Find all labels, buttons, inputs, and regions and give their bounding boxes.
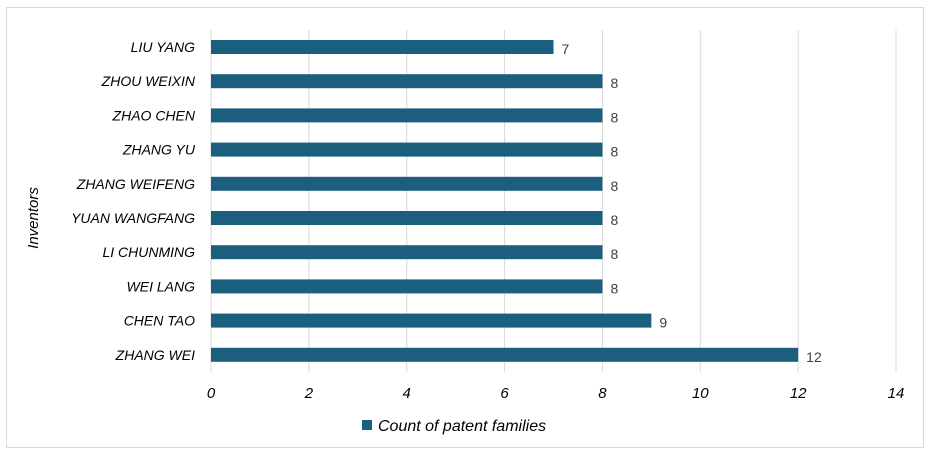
data-label: 8 [610, 144, 618, 160]
category-label: WEI LANG [127, 278, 196, 294]
bar-li-chunming [211, 245, 603, 260]
category-label: LI CHUNMING [102, 244, 195, 260]
category-label: ZHAO CHEN [112, 107, 196, 123]
x-tick-labels: 0 2 4 6 8 10 12 14 [207, 385, 905, 402]
bar-zhang-weifeng [211, 176, 603, 191]
legend: Count of patent families [362, 418, 546, 435]
data-label: 12 [806, 349, 822, 365]
x-tick-label-0: 0 [207, 385, 216, 402]
bar-zhou-weixin [211, 74, 603, 89]
data-label: 8 [610, 109, 618, 125]
bar-zhao-chen [211, 108, 603, 123]
data-label: 9 [659, 315, 667, 331]
y-axis-title: Inventors [25, 187, 42, 249]
category-label: LIU YANG [131, 39, 195, 55]
x-tick-label-8: 8 [598, 385, 607, 402]
x-tick-label-6: 6 [500, 385, 509, 402]
x-tick-label-4: 4 [403, 385, 411, 402]
bar-zhang-wei [211, 347, 799, 362]
category-labels: LIU YANG ZHOU WEIXIN ZHAO CHEN ZHANG YU ZHAN… [71, 39, 196, 363]
category-label: ZHANG WEI [115, 347, 195, 363]
category-label: CHEN TAO [124, 313, 195, 329]
category-label: ZHANG YU [122, 142, 196, 158]
legend-swatch [362, 420, 372, 430]
x-tick-label-12: 12 [790, 385, 807, 402]
bar-zhang-yu [211, 142, 603, 157]
data-label: 8 [610, 212, 618, 228]
bars [211, 40, 799, 362]
data-label: 8 [610, 280, 618, 296]
legend-label: Count of patent families [378, 418, 546, 435]
x-tick-label-10: 10 [692, 385, 709, 402]
data-labels: 7 8 8 8 8 8 8 8 9 12 [562, 41, 822, 365]
x-tick-label-2: 2 [304, 385, 314, 402]
data-label: 8 [610, 178, 618, 194]
category-label: ZHANG WEIFENG [76, 176, 195, 192]
category-label: YUAN WANGFANG [71, 210, 195, 226]
x-tick-label-14: 14 [888, 385, 905, 402]
bar-yuan-wangfang [211, 211, 603, 225]
data-label: 7 [562, 41, 570, 57]
bar-liu-yang [211, 40, 554, 54]
category-label: ZHOU WEIXIN [101, 73, 196, 89]
data-label: 8 [610, 246, 618, 262]
bar-wei-lang [211, 279, 603, 294]
bar-chen-tao [211, 313, 652, 328]
data-label: 8 [610, 75, 618, 91]
